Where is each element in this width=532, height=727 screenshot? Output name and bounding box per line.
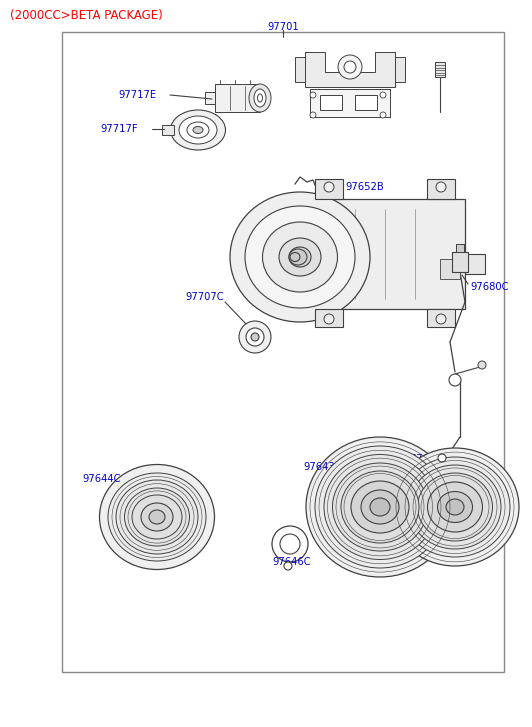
Circle shape	[272, 526, 308, 562]
Circle shape	[246, 328, 264, 346]
Text: 97680C: 97680C	[470, 282, 509, 292]
Circle shape	[284, 562, 292, 570]
Circle shape	[344, 61, 356, 73]
Text: 97644C: 97644C	[82, 474, 121, 484]
Ellipse shape	[108, 473, 206, 561]
Circle shape	[380, 92, 386, 98]
Polygon shape	[205, 92, 215, 104]
Bar	[62, 32, 504, 672]
Circle shape	[310, 92, 316, 98]
Ellipse shape	[437, 491, 472, 523]
Circle shape	[436, 182, 446, 192]
Text: 97701: 97701	[267, 22, 299, 32]
Ellipse shape	[341, 471, 419, 543]
Ellipse shape	[418, 473, 493, 541]
Ellipse shape	[254, 89, 266, 107]
Ellipse shape	[124, 488, 189, 546]
Bar	[355, 95, 377, 110]
Ellipse shape	[230, 192, 370, 322]
Circle shape	[280, 534, 300, 554]
Polygon shape	[305, 52, 395, 87]
Ellipse shape	[290, 252, 300, 262]
Circle shape	[436, 314, 446, 324]
Circle shape	[438, 454, 446, 462]
Ellipse shape	[289, 249, 307, 265]
Ellipse shape	[249, 84, 271, 112]
Bar	[456, 244, 464, 252]
Ellipse shape	[324, 454, 436, 560]
Ellipse shape	[132, 495, 182, 539]
Text: 97717F: 97717F	[100, 124, 138, 134]
Ellipse shape	[370, 498, 390, 516]
Circle shape	[239, 321, 271, 353]
Bar	[320, 95, 342, 110]
Ellipse shape	[187, 122, 209, 138]
Ellipse shape	[289, 247, 311, 267]
Polygon shape	[315, 179, 343, 199]
Circle shape	[441, 452, 451, 462]
Polygon shape	[295, 57, 305, 82]
Ellipse shape	[262, 222, 337, 292]
Ellipse shape	[391, 448, 519, 566]
Text: 97643E: 97643E	[303, 462, 341, 472]
Text: 97646C: 97646C	[272, 557, 311, 567]
Ellipse shape	[400, 457, 510, 557]
Circle shape	[478, 361, 486, 369]
Ellipse shape	[361, 490, 399, 524]
Circle shape	[449, 374, 461, 386]
Polygon shape	[465, 254, 485, 274]
Polygon shape	[310, 89, 390, 117]
Ellipse shape	[141, 503, 173, 531]
Bar	[435, 62, 445, 77]
Polygon shape	[215, 84, 260, 112]
Text: 97717E: 97717E	[118, 90, 156, 100]
Bar	[452, 252, 468, 272]
Circle shape	[310, 112, 316, 118]
Ellipse shape	[245, 206, 355, 308]
Ellipse shape	[170, 110, 226, 150]
Ellipse shape	[306, 437, 454, 577]
Ellipse shape	[315, 446, 445, 568]
Bar	[440, 259, 460, 279]
Text: 97652B: 97652B	[345, 182, 384, 192]
Polygon shape	[305, 199, 465, 309]
Text: 97646: 97646	[410, 454, 442, 464]
Ellipse shape	[116, 480, 198, 554]
Ellipse shape	[99, 465, 214, 569]
Bar	[310, 259, 330, 279]
Circle shape	[324, 182, 334, 192]
Ellipse shape	[149, 510, 165, 524]
Ellipse shape	[332, 463, 428, 551]
Circle shape	[324, 314, 334, 324]
Circle shape	[251, 333, 259, 341]
Polygon shape	[395, 57, 405, 82]
Polygon shape	[315, 309, 343, 327]
Text: (2000CC>BETA PACKAGE): (2000CC>BETA PACKAGE)	[10, 9, 163, 22]
Ellipse shape	[193, 126, 203, 134]
Polygon shape	[427, 309, 455, 327]
Ellipse shape	[179, 116, 217, 144]
Text: 97707C: 97707C	[185, 292, 223, 302]
Ellipse shape	[446, 499, 464, 515]
Circle shape	[380, 112, 386, 118]
Ellipse shape	[279, 238, 321, 276]
Ellipse shape	[428, 482, 483, 532]
Circle shape	[338, 55, 362, 79]
Ellipse shape	[257, 94, 262, 102]
Polygon shape	[427, 179, 455, 199]
Ellipse shape	[351, 481, 409, 533]
Polygon shape	[162, 125, 174, 135]
Ellipse shape	[409, 465, 501, 549]
